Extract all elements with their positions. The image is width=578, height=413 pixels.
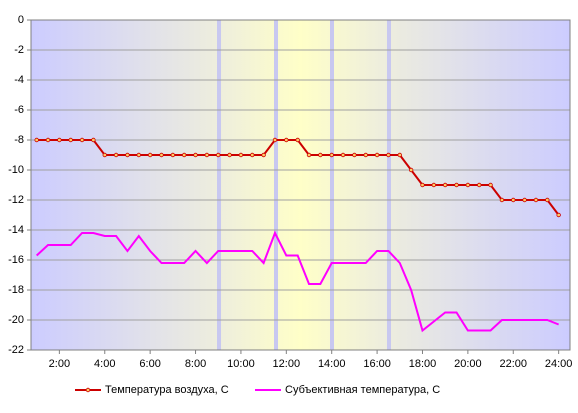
point: [511, 197, 516, 203]
point: [57, 137, 62, 143]
y-tick-label: -18: [8, 284, 24, 296]
point: [420, 182, 425, 188]
point: [431, 182, 437, 188]
point: [204, 152, 210, 158]
point: [488, 182, 493, 188]
y-tick-label: 0: [18, 14, 24, 26]
legend-label: Субъективная температура, С: [285, 384, 440, 396]
x-tick-label: 4:00: [94, 358, 115, 370]
plot-border: [30, 19, 571, 351]
point: [397, 152, 402, 158]
point: [522, 197, 527, 203]
point: [261, 152, 266, 158]
y-tick-label: -2: [14, 44, 24, 56]
point: [227, 152, 232, 158]
point: [340, 152, 346, 158]
y-tick-label: -4: [14, 74, 24, 86]
series-line: [35, 230, 560, 333]
point: [363, 152, 368, 158]
point: [181, 152, 187, 158]
point: [68, 137, 73, 143]
point: [408, 167, 414, 173]
point: [102, 152, 107, 158]
point: [170, 152, 176, 158]
y-tick-label: -8: [14, 134, 24, 146]
point: [374, 152, 380, 158]
point: [556, 212, 561, 218]
legend: [40, 376, 540, 400]
point: [442, 182, 448, 188]
y-tick-label: -10: [8, 164, 24, 176]
x-tick-label: 22:00: [499, 358, 527, 370]
point: [147, 152, 153, 158]
point: [306, 152, 312, 158]
point: [125, 152, 130, 158]
point: [136, 152, 141, 158]
point: [284, 137, 289, 143]
point: [318, 152, 323, 158]
x-tick-label: 18:00: [409, 358, 437, 370]
point: [159, 152, 164, 158]
point: [272, 137, 278, 143]
point: [45, 137, 51, 143]
x-tick-label: 12:00: [273, 358, 301, 370]
x-tick-label: 16:00: [363, 358, 391, 370]
point: [477, 182, 482, 188]
point: [352, 152, 357, 158]
point: [533, 197, 539, 203]
point: [238, 152, 244, 158]
point: [216, 152, 221, 158]
point: [113, 152, 119, 158]
x-tick-label: 6:00: [139, 358, 160, 370]
y-tick-label: -16: [8, 254, 24, 266]
point: [545, 197, 550, 203]
point: [34, 137, 39, 143]
point: [79, 137, 85, 143]
point: [329, 152, 334, 158]
x-tick-label: 14:00: [318, 358, 346, 370]
point: [386, 152, 391, 158]
point: [499, 197, 505, 203]
x-tick-label: 8:00: [185, 358, 206, 370]
x-tick-label: 2:00: [49, 358, 70, 370]
x-tick-label: 10:00: [227, 358, 255, 370]
point: [91, 137, 96, 143]
x-tick-label: 24:00: [545, 358, 573, 370]
y-tick-label: -12: [8, 194, 24, 206]
y-tick-label: -6: [14, 104, 24, 116]
point: [465, 182, 471, 188]
point: [295, 137, 300, 143]
legend-marker: [85, 387, 91, 393]
legend-label: Температура воздуха, С: [105, 384, 229, 396]
x-tick-label: 20:00: [454, 358, 482, 370]
point: [193, 152, 198, 158]
point: [250, 152, 255, 158]
y-tick-label: -14: [8, 224, 24, 236]
y-tick-label: -22: [8, 344, 24, 356]
period-bands: [217, 20, 391, 350]
y-tick-label: -20: [8, 314, 24, 326]
point: [454, 182, 459, 188]
